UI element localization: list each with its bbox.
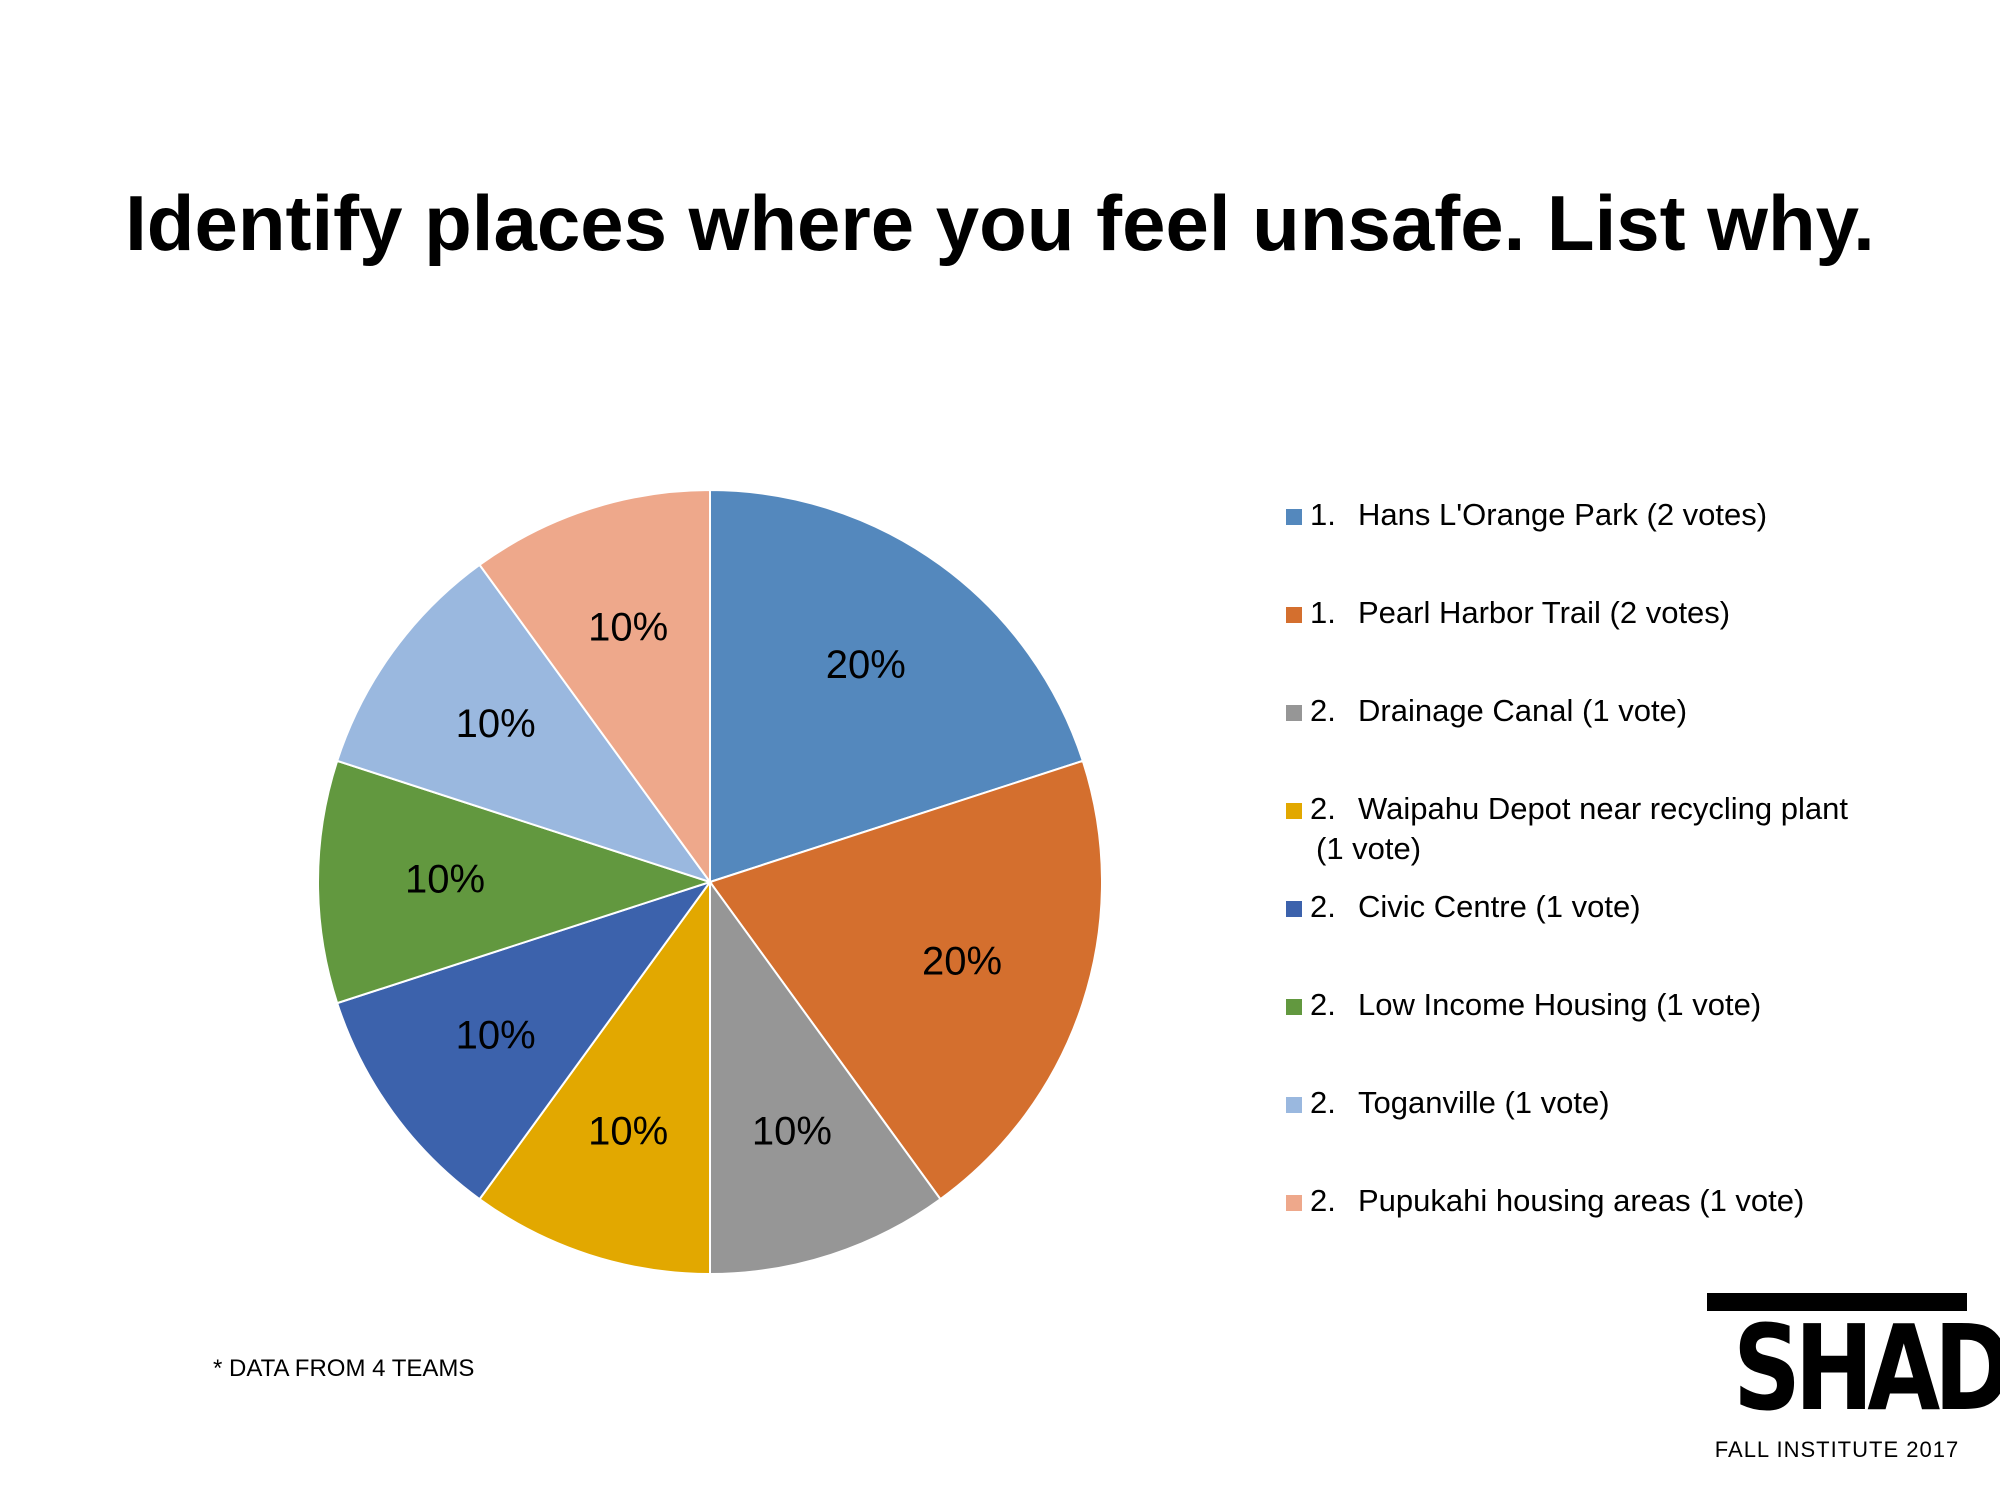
pie-slice — [709, 878, 942, 1276]
legend-label: Drainage Canal (1 vote) — [1358, 693, 1688, 728]
legend-swatch — [1286, 1195, 1302, 1211]
slice-data-label: 20% — [922, 939, 1002, 983]
footnote: * DATA FROM 4 TEAMS — [213, 1355, 475, 1382]
pie-slice — [335, 880, 713, 1201]
legend-label: Civic Centre (1 vote) — [1358, 889, 1641, 924]
legend-swatch — [1286, 705, 1302, 721]
slice-data-label: 10% — [405, 858, 485, 902]
pie-slice — [708, 759, 1103, 1201]
slice-data-label: 10% — [456, 702, 536, 746]
legend-rank: 2. — [1310, 791, 1336, 826]
legend-label: Low Income Housing (1 vote) — [1358, 987, 1762, 1022]
shade-logo: SHADE FALL INSTITUTE 2017 — [1707, 1293, 2000, 1473]
logo-bar — [1707, 1293, 1967, 1311]
legend-label: Toganville (1 vote) — [1358, 1085, 1610, 1120]
legend-label: Pearl Harbor Trail (2 votes) — [1358, 595, 1731, 630]
slice-data-label: 10% — [752, 1110, 832, 1154]
pie-slice — [317, 759, 714, 1005]
legend-label-continued: (1 vote) — [1316, 831, 1422, 866]
pie-slice — [478, 878, 711, 1276]
legend-rank: 2. — [1310, 1085, 1336, 1120]
legend-swatch — [1286, 803, 1302, 819]
logo-wordmark: SHADE — [1733, 1299, 2000, 1437]
legend-swatch — [1286, 999, 1302, 1015]
legend-swatch — [1286, 1097, 1302, 1113]
pie-slice — [709, 488, 1085, 884]
legend-swatch — [1286, 901, 1302, 917]
pie-slice — [335, 563, 713, 884]
legend-label: Hans L'Orange Park (2 votes) — [1358, 497, 1768, 532]
legend-rank: 1. — [1310, 497, 1336, 532]
legend-swatch — [1286, 607, 1302, 623]
legend-rank: 2. — [1310, 1183, 1336, 1218]
legend-rank: 2. — [1310, 987, 1336, 1022]
legend-rank: 1. — [1310, 595, 1336, 630]
slice-data-label: 10% — [588, 606, 668, 650]
pie-slice — [478, 488, 711, 886]
chart-title: Identify places where you feel unsafe. L… — [125, 179, 1875, 267]
legend-rank: 2. — [1310, 693, 1336, 728]
logo-subtitle: FALL INSTITUTE 2017 — [1714, 1437, 1960, 1462]
slice-data-label: 10% — [456, 1013, 536, 1057]
slice-data-label: 10% — [588, 1110, 668, 1154]
legend-label: Pupukahi housing areas (1 vote) — [1358, 1183, 1805, 1218]
legend-rank: 2. — [1310, 889, 1336, 924]
slice-data-label: 20% — [826, 643, 906, 687]
legend-label: Waipahu Depot near recycling plant — [1358, 791, 1848, 826]
legend-swatch — [1286, 509, 1302, 525]
